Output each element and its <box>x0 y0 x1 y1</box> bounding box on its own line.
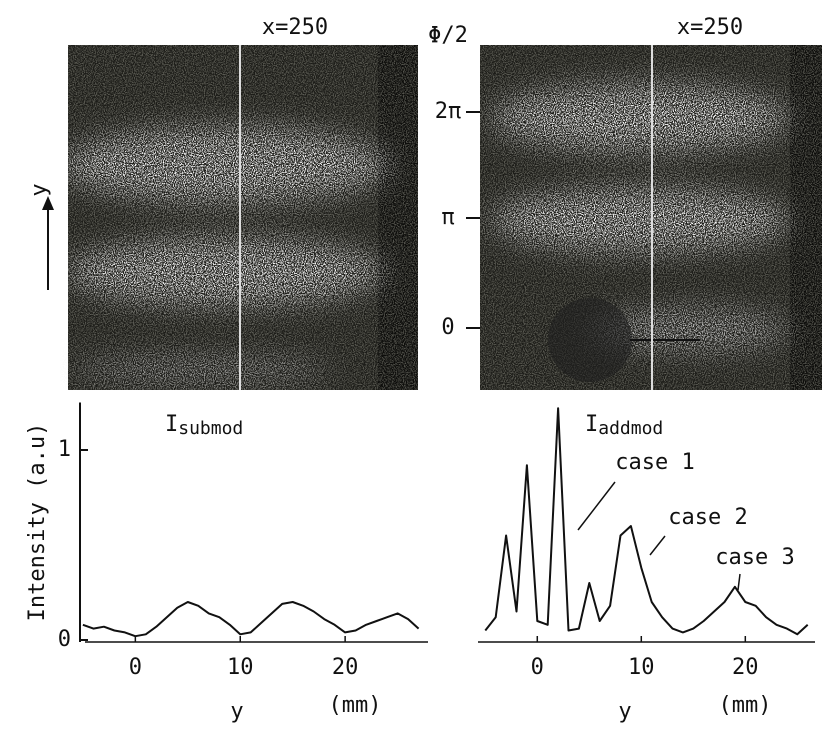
plots: 0 10 20 0 1 Intensity (a.u) Isubmod y (mm) 0 10 20 I… <box>25 402 815 724</box>
phase-tick-label: 0 <box>441 315 454 340</box>
image-label: x=250 <box>262 15 328 40</box>
title-sub: addmod <box>598 418 663 439</box>
x-axis-label: y <box>230 699 243 724</box>
image-axis-arrow <box>42 196 54 290</box>
x-tick-label: 0 <box>531 655 544 680</box>
left-image <box>60 45 418 390</box>
annotation-leader <box>649 535 666 556</box>
y-axis-label: Intensity (a.u) <box>25 423 50 622</box>
annotation: case 2 <box>668 505 747 530</box>
y-tick-label: 1 <box>58 437 71 462</box>
annotation: case 3 <box>715 545 794 570</box>
x-axis-label: y <box>618 699 631 724</box>
x-unit-label: (mm) <box>719 693 772 718</box>
annotation: case 1 <box>615 450 694 475</box>
plot: 0 10 20 Iaddmod y (mm) case 1 case 2 case 3 <box>478 407 815 724</box>
title-main: I <box>585 412 598 437</box>
intensity-line <box>82 601 420 638</box>
plot-title: Isubmod <box>165 412 243 439</box>
right-image <box>480 45 822 390</box>
intensity-line <box>484 407 809 636</box>
x-tick-label: 10 <box>628 655 655 680</box>
title-sub: submod <box>178 418 243 439</box>
x-tick-label: 0 <box>129 655 142 680</box>
phase-tick-label: 2π <box>435 99 462 124</box>
annotation-leader <box>737 573 741 591</box>
image-label: x=250 <box>677 15 743 40</box>
x-unit-label: (mm) <box>329 693 382 718</box>
x-tick-label: 20 <box>332 655 359 680</box>
phase-axis: 2π π 0 <box>435 99 480 340</box>
plot-title: Iaddmod <box>585 412 663 439</box>
x-tick-label: 10 <box>227 655 254 680</box>
image-axis-label: y <box>27 183 52 196</box>
plot: 0 10 20 0 1 Intensity (a.u) Isubmod y (mm) <box>25 402 428 724</box>
title-main: I <box>165 412 178 437</box>
phase-tick-label: π <box>441 205 454 230</box>
annotation-leader <box>577 481 616 531</box>
x-tick-label: 20 <box>732 655 759 680</box>
y-tick-label: 0 <box>58 627 71 652</box>
phase-axis-title: Φ/2 <box>428 23 468 48</box>
